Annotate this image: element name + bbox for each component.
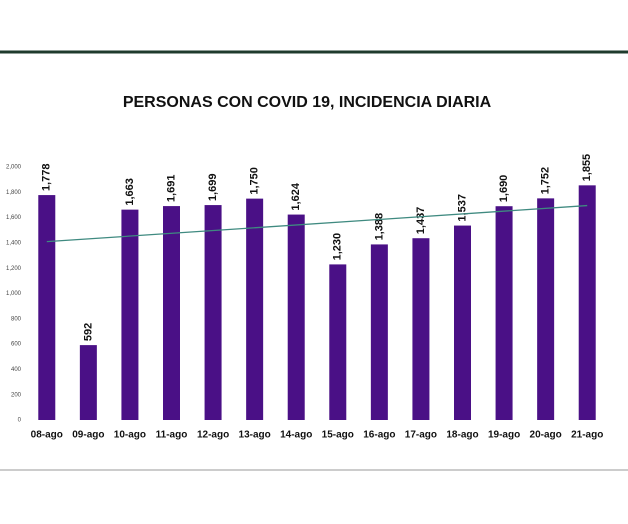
y-tick-label: 200 — [11, 392, 22, 398]
bar — [246, 198, 264, 420]
bar — [578, 185, 596, 420]
y-tick-label: 800 — [11, 316, 22, 322]
bar — [121, 209, 139, 420]
bar — [287, 214, 305, 420]
x-tick-label: 19-ago — [488, 430, 520, 441]
x-tick-label: 17-ago — [405, 430, 437, 441]
x-tick-label: 09-ago — [72, 430, 104, 441]
bar — [329, 264, 347, 420]
bar — [79, 345, 97, 420]
y-tick-label: 1,800 — [6, 190, 22, 196]
value-label: 1,855 — [581, 154, 593, 182]
value-label: 1,437 — [415, 207, 427, 235]
value-label: 1,752 — [540, 167, 552, 195]
x-tick-label: 11-ago — [156, 430, 188, 441]
y-tick-label: 600 — [11, 342, 22, 348]
x-tick-label: 20-ago — [530, 430, 562, 441]
bar — [370, 244, 388, 420]
bar — [537, 198, 555, 420]
y-tick-label: 2,000 — [6, 165, 22, 171]
chart-title: PERSONAS CON COVID 19, INCIDENCIA DIARIA — [123, 94, 492, 111]
x-tick-label: 08-ago — [31, 430, 63, 441]
value-label: 1,691 — [165, 175, 177, 203]
x-tick-label: 21-ago — [571, 430, 603, 441]
value-label: 1,699 — [207, 174, 219, 202]
value-label: 1,624 — [290, 182, 302, 210]
value-label: 592 — [82, 323, 94, 341]
x-tick-label: 12-ago — [197, 430, 229, 441]
bar — [204, 205, 222, 420]
value-label: 1,750 — [249, 167, 261, 195]
x-tick-label: 13-ago — [239, 430, 271, 441]
value-label: 1,537 — [456, 194, 468, 222]
bar — [163, 206, 180, 420]
x-tick-label: 15-ago — [322, 430, 354, 441]
y-tick-label: 1,000 — [6, 291, 22, 297]
y-tick-label: 1,600 — [6, 215, 22, 221]
y-tick-label: 1,400 — [6, 240, 22, 246]
value-label: 1,388 — [373, 213, 385, 241]
bar — [495, 206, 513, 420]
y-tick-label: 0 — [18, 418, 22, 424]
x-tick-label: 10-ago — [114, 430, 146, 441]
value-label: 1,663 — [124, 178, 136, 206]
x-tick-label: 16-ago — [363, 430, 395, 441]
value-label: 1,230 — [332, 233, 344, 261]
value-label: 1,690 — [498, 175, 510, 203]
y-tick-label: 1,200 — [6, 266, 22, 272]
y-tick-label: 400 — [11, 367, 22, 373]
bar — [412, 238, 430, 420]
bar — [38, 195, 56, 420]
x-tick-label: 18-ago — [446, 430, 478, 441]
value-label: 1,778 — [41, 164, 53, 192]
x-tick-label: 14-ago — [280, 430, 312, 441]
trend-line — [46, 204, 588, 243]
bar — [454, 225, 471, 420]
